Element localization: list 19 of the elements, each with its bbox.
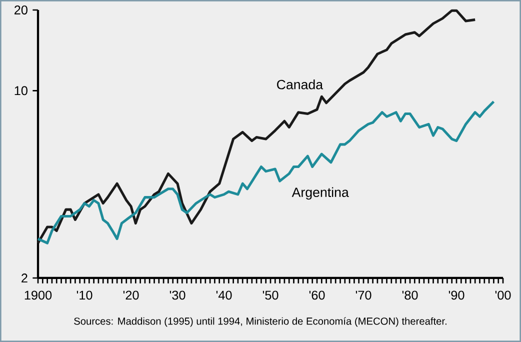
x-tick-label: '80 [402,290,418,300]
y-tick-label: 20 [14,6,28,14]
line-series [36,9,476,244]
x-tick-label: '20 [123,290,139,300]
x-tick-label: '70 [356,290,372,300]
x-tick-label: '50 [262,290,278,300]
source-note: Sources: Maddison (1995) until 1994, Ministerio de Economía (MECON) thereafter. [74,317,446,327]
y-tick-label: 10 [14,86,28,96]
x-tick-label: '60 [309,290,325,300]
x-tick-label: '10 [76,290,92,300]
x-tick-label: '90 [448,290,464,300]
y-tick-label: 2 [22,274,28,282]
x-tick-label: '30 [170,290,186,300]
series-label: Argentina [292,187,349,200]
x-tick-label: 1900 [24,290,52,300]
line-series [36,100,495,244]
x-tick-label: '40 [216,290,232,300]
x-tick-label: '00 [495,290,511,300]
series-label: Canada [277,80,324,90]
